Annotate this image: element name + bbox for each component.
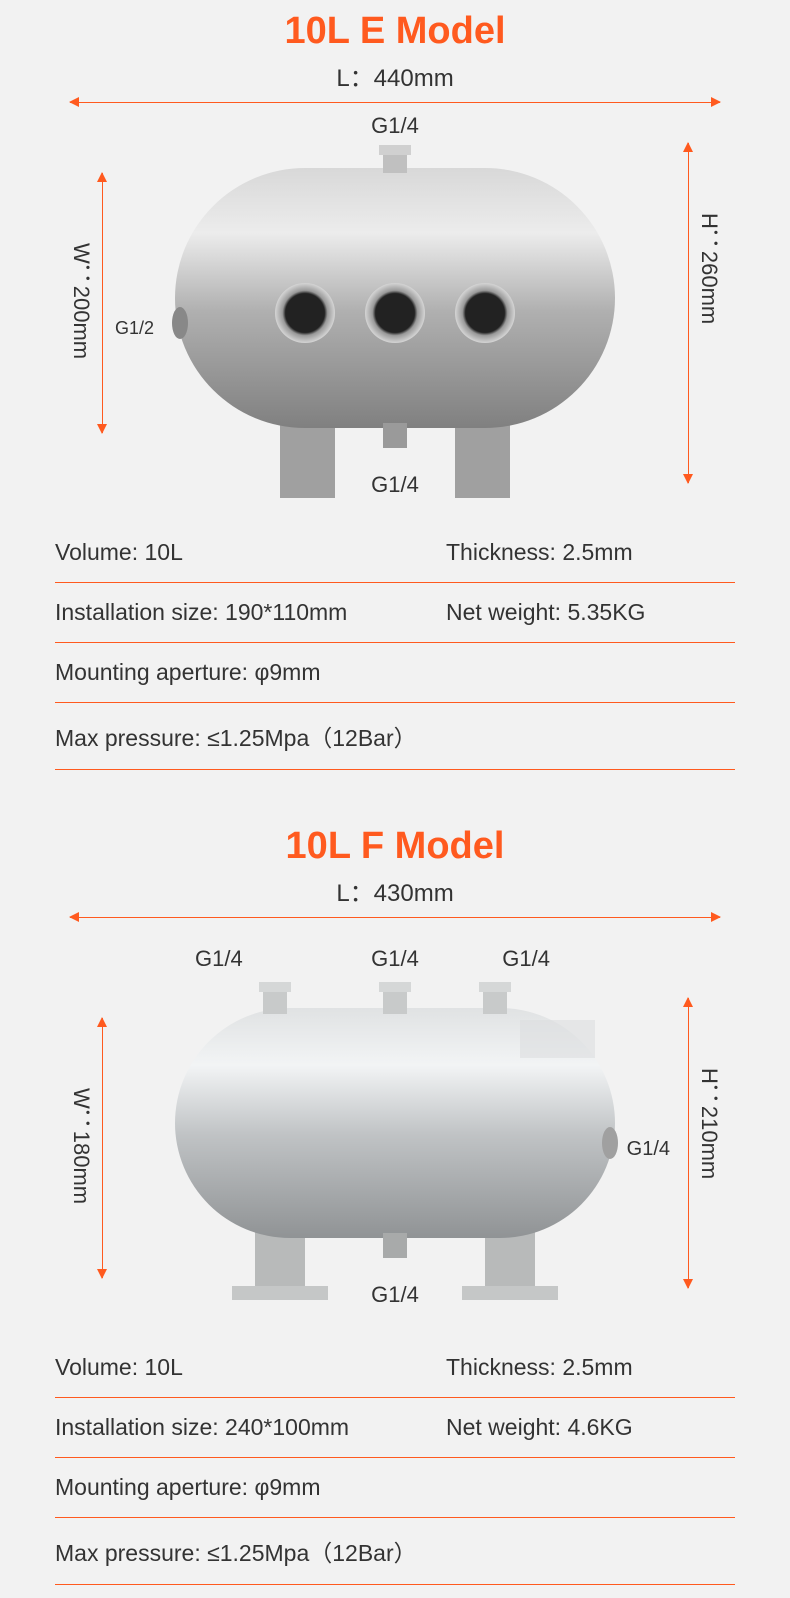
spec-label: Thickness: [446, 1354, 562, 1380]
length-arrow-icon [70, 96, 720, 108]
model-e-specs: Volume: 10L Thickness: 2.5mm Installatio… [40, 523, 750, 770]
model-e-section: 10L E Model L：440mm W：200mm H：260mm G1/4… [0, 0, 790, 770]
spec-value: 10L [145, 539, 183, 565]
model-f-length-label: L：430mm [40, 873, 750, 908]
port-label: G1/2 [115, 318, 154, 339]
tank-icon [150, 113, 640, 513]
model-f-specs: Volume: 10L Thickness: 2.5mm Installatio… [40, 1338, 750, 1585]
model-e-diagram: W：200mm H：260mm G1/4 G1/4 G1/2 G1/2 G1/2… [40, 113, 750, 513]
spec-label: Installation size: [55, 1414, 225, 1440]
model-f-title: 10L F Model [40, 815, 750, 868]
spec-value: 190*110mm [225, 599, 347, 625]
spec-row: Volume: 10L Thickness: 2.5mm [55, 1338, 735, 1398]
width-arrow-icon [95, 1018, 109, 1278]
spec-value: φ9mm [254, 1474, 320, 1500]
tank-f-illustration [150, 928, 640, 1328]
spec-label: Volume: [55, 1354, 145, 1380]
model-f-width-label: W：180mm [65, 1088, 97, 1204]
spec-value: 240*100mm [225, 1414, 349, 1440]
width-arrow-icon [95, 173, 109, 433]
model-f-height-label: H：210mm [693, 1068, 725, 1179]
spec-value: φ9mm [254, 659, 320, 685]
model-e-length-label: L：440mm [40, 58, 750, 93]
spec-value: 10L [145, 1354, 183, 1380]
spec-label: Net weight: [446, 599, 567, 625]
tank-icon [150, 928, 640, 1328]
model-f-diagram: W：180mm H：210mm G1/4 G1/4 G1/4 G1/4 G1/4 [40, 928, 750, 1328]
spec-row: Max pressure: ≤1.25Mpa（12Bar） [55, 1518, 735, 1585]
model-e-width-label: W：200mm [65, 243, 97, 359]
spec-value: 4.6KG [567, 1414, 632, 1440]
spec-value: 2.5mm [562, 1354, 632, 1380]
spec-row: Installation size: 240*100mm Net weight:… [55, 1398, 735, 1458]
spec-value: 2.5mm [562, 539, 632, 565]
spec-row: Max pressure: ≤1.25Mpa（12Bar） [55, 703, 735, 770]
model-e-height-label: H：260mm [693, 213, 725, 324]
spec-label: Mounting aperture: [55, 659, 254, 685]
spec-row: Volume: 10L Thickness: 2.5mm [55, 523, 735, 583]
length-arrow-icon [70, 911, 720, 923]
model-f-section: 10L F Model L：430mm W：180mm H：210mm G1/4… [0, 815, 790, 1585]
spec-value: ≤1.25Mpa（12Bar） [207, 1540, 417, 1566]
spec-row: Mounting aperture: φ9mm [55, 643, 735, 703]
spec-row: Installation size: 190*110mm Net weight:… [55, 583, 735, 643]
spec-label: Thickness: [446, 539, 562, 565]
spec-value: 5.35KG [567, 599, 645, 625]
spec-row: Mounting aperture: φ9mm [55, 1458, 735, 1518]
spec-label: Max pressure: [55, 725, 207, 751]
spec-label: Net weight: [446, 1414, 567, 1440]
model-e-title: 10L E Model [40, 0, 750, 53]
spec-label: Max pressure: [55, 1540, 207, 1566]
spec-label: Installation size: [55, 599, 225, 625]
spec-label: Mounting aperture: [55, 1474, 254, 1500]
spec-label: Volume: [55, 539, 145, 565]
tank-e-illustration [150, 113, 640, 513]
spec-value: ≤1.25Mpa（12Bar） [207, 725, 417, 751]
